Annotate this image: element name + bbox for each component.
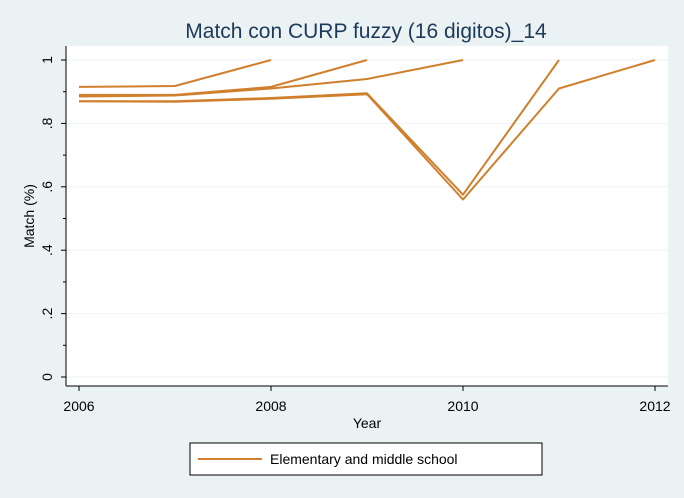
x-axis-ticks: 2006 2008 2010 2012 <box>63 386 671 414</box>
y-tick-label: 1 <box>39 56 55 64</box>
y-tick-label: .8 <box>39 117 55 129</box>
x-axis-title: Year <box>353 415 382 431</box>
series-line-1 <box>78 59 272 88</box>
y-axis-ticks: 0 .2 .4 .6 .8 1 <box>39 56 66 381</box>
plot-area <box>66 46 668 386</box>
y-tick-label: .6 <box>39 181 55 193</box>
y-tick-label: .2 <box>39 308 55 320</box>
y-tick-label: 0 <box>39 373 55 381</box>
y-axis-title: Match (%) <box>21 184 37 248</box>
legend-label: Elementary and middle school <box>270 451 458 467</box>
series-line-2 <box>79 59 368 96</box>
series-line-5 <box>78 59 656 201</box>
chart-title: Match con CURP fuzzy (16 digitos)_14 <box>185 20 547 43</box>
x-tick-label: 2012 <box>639 398 670 414</box>
series-lines <box>78 59 656 201</box>
x-tick-label: 2008 <box>255 398 286 414</box>
y-tick-label: .4 <box>39 244 55 256</box>
x-tick-label: 2006 <box>63 398 94 414</box>
legend: Elementary and middle school <box>189 442 543 476</box>
x-tick-label: 2010 <box>447 398 478 414</box>
series-line-3 <box>78 59 464 98</box>
